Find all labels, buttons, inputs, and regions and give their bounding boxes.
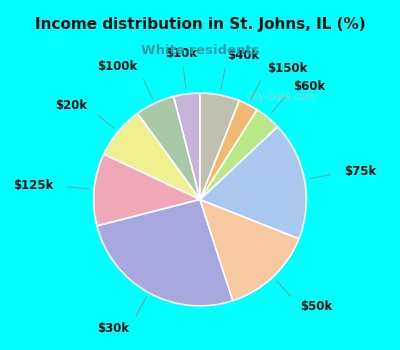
Wedge shape [200,127,306,239]
Wedge shape [200,100,257,200]
Wedge shape [174,93,200,200]
Wedge shape [138,97,200,200]
Text: $125k: $125k [14,179,54,192]
Wedge shape [97,199,233,306]
Text: $40k: $40k [228,49,260,62]
Text: White residents: White residents [141,44,259,57]
Wedge shape [94,154,200,226]
Text: $20k: $20k [55,99,87,112]
Text: $10k: $10k [166,47,198,60]
Wedge shape [200,199,299,301]
Text: $50k: $50k [300,300,333,313]
Wedge shape [104,113,200,200]
Text: $75k: $75k [344,166,376,178]
Text: $60k: $60k [294,80,326,93]
Wedge shape [200,110,278,200]
Text: City-Data.com: City-Data.com [245,92,315,102]
Text: $150k: $150k [267,62,307,75]
Text: $100k: $100k [97,60,138,73]
Text: Income distribution in St. Johns, IL (%): Income distribution in St. Johns, IL (%) [35,17,365,32]
Wedge shape [200,93,239,200]
Text: $30k: $30k [97,322,129,335]
